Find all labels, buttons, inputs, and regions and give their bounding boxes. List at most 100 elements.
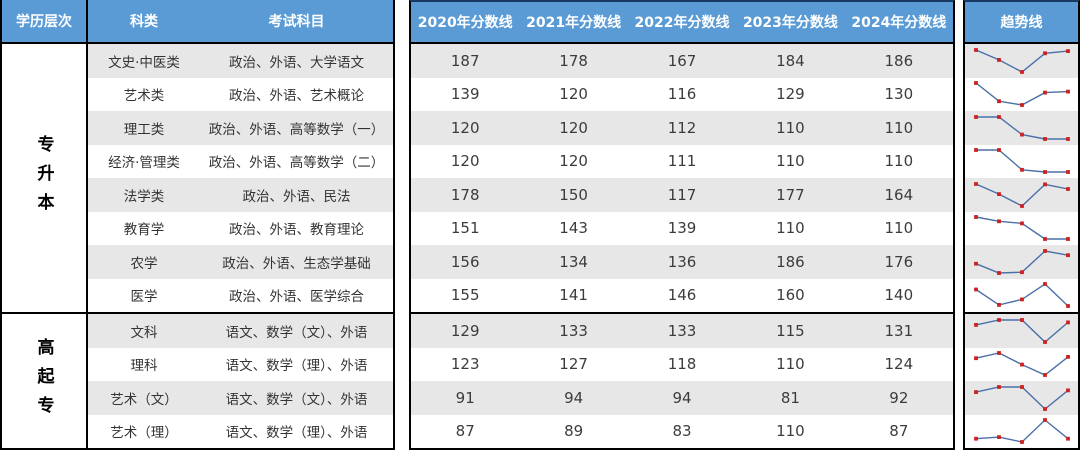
score-cell: 89 xyxy=(564,422,584,441)
score-cell: 120 xyxy=(450,118,480,137)
sparkline-marker xyxy=(973,389,978,394)
subjects-cell: 政治、外语、生态学基础 xyxy=(222,255,371,272)
sparkline-marker xyxy=(973,47,978,52)
sparkline-marker xyxy=(1019,317,1024,322)
score-cell: 110 xyxy=(884,219,914,238)
sparkline-marker xyxy=(973,81,978,86)
category-cell: 医学 xyxy=(130,289,158,306)
score-cell: 178 xyxy=(559,51,588,70)
score-cell: 120 xyxy=(559,152,588,171)
score-cell: 178 xyxy=(450,185,480,204)
score-cell: 146 xyxy=(667,286,697,305)
table-row xyxy=(965,381,1078,415)
score-cell: 150 xyxy=(559,185,588,204)
section-label-zhuanshengben: 专升本 xyxy=(33,134,54,222)
sparkline-cell xyxy=(965,415,1078,449)
sparkline-marker xyxy=(1065,89,1070,94)
category-cell: 文科 xyxy=(130,324,158,341)
table-row: 156 134 136 186 176 xyxy=(411,245,953,279)
score-cell: 81 xyxy=(780,388,800,407)
table-row xyxy=(965,414,1078,449)
sparkline-cell xyxy=(965,44,1078,78)
score-cell: 111 xyxy=(667,152,697,171)
score-cell: 110 xyxy=(776,355,805,374)
sparkline-marker xyxy=(1019,297,1024,302)
subjects-cell: 政治、外语、高等数学（二） xyxy=(208,155,385,172)
trend-sparkline xyxy=(973,181,1070,208)
trend-sparkline xyxy=(973,248,1070,275)
sparkline-marker xyxy=(996,270,1001,275)
sparkline-marker xyxy=(1019,362,1024,367)
col-header-trend: 趋势线 xyxy=(1000,15,1043,31)
table-row: 法学类 政治、外语、民法 xyxy=(88,178,393,212)
sparkline-cell xyxy=(965,348,1078,382)
sparkline-cell xyxy=(965,245,1078,279)
score-cell: 129 xyxy=(776,85,805,104)
table-row: 151 143 139 110 110 xyxy=(411,211,953,245)
category-cell: 艺术类 xyxy=(123,88,165,105)
score-cell: 155 xyxy=(450,286,480,305)
table-row xyxy=(965,278,1078,313)
trend-sparkline xyxy=(973,351,1070,378)
sparkline-marker xyxy=(1065,355,1070,360)
table-row: 文科 语文、数学（文）、外语 xyxy=(88,312,393,348)
subjects-cell: 语文、数学（文）、外语 xyxy=(225,324,368,341)
sparkline-cell xyxy=(965,279,1078,313)
score-cell: 120 xyxy=(450,152,480,171)
trend-sparkline xyxy=(973,47,1070,74)
sparkline-marker xyxy=(1042,237,1047,242)
sparkline-marker xyxy=(1019,103,1024,108)
table-row xyxy=(965,178,1078,212)
sparkline-marker xyxy=(973,148,978,153)
trend-sparkline xyxy=(973,282,1070,309)
category-cell: 理工类 xyxy=(123,121,165,138)
sparkline-marker xyxy=(1065,253,1070,257)
trend-sparkline xyxy=(973,148,1070,175)
category-cell: 理科 xyxy=(130,358,158,375)
score-cell: 140 xyxy=(884,286,914,305)
subjects-cell: 政治、外语、民法 xyxy=(242,188,351,205)
score-cell: 133 xyxy=(667,321,697,340)
score-cell: 186 xyxy=(884,51,914,70)
score-rows: 187 178 167 184 186 139 120 116 129 130 120 120 112 1… xyxy=(411,44,953,448)
score-cell: 164 xyxy=(884,185,914,204)
sparkline-marker xyxy=(996,114,1001,119)
score-cell: 115 xyxy=(776,321,805,340)
score-cell: 139 xyxy=(450,85,480,104)
score-cell: 134 xyxy=(559,252,588,271)
score-cell: 83 xyxy=(672,422,692,441)
sparkline-marker xyxy=(1065,237,1070,242)
sparkline-marker xyxy=(1019,203,1024,208)
table-row: 文史·中医类 政治、外语、大学语文 xyxy=(88,44,393,78)
table-row: 129 133 133 115 131 xyxy=(411,312,953,348)
subjects-cell: 语文、数学（理）、外语 xyxy=(225,425,368,442)
category-cell: 农学 xyxy=(130,255,158,272)
score-cell: 127 xyxy=(559,355,588,374)
block-divider xyxy=(395,0,409,450)
sparkline-marker xyxy=(1065,136,1070,141)
table-row: 91 94 94 81 92 xyxy=(411,381,953,415)
sparkline-marker xyxy=(1042,248,1047,253)
left-table-body: 专升本 高起专 文史·中医类 政治、外语、大学语文 艺术类 政治、外语、艺术概论 理工类… xyxy=(2,44,393,448)
col-header-category: 科类 xyxy=(130,14,158,30)
score-cell: 139 xyxy=(667,219,697,238)
score-cell: 143 xyxy=(559,219,588,238)
sparkline-marker xyxy=(1042,170,1047,175)
col-header-year-2020: 2020年分数线 xyxy=(417,15,513,31)
sparkline-marker xyxy=(1065,170,1070,175)
score-cell: 87 xyxy=(455,422,475,441)
category-subject-rows: 文史·中医类 政治、外语、大学语文 艺术类 政治、外语、艺术概论 理工类 政治、外语、高等… xyxy=(88,44,393,448)
score-cell: 129 xyxy=(450,321,480,340)
sparkline-cell xyxy=(965,111,1078,145)
sparkline-marker xyxy=(1065,437,1070,441)
subjects-cell: 政治、外语、大学语文 xyxy=(229,54,364,71)
sparkline-marker xyxy=(973,437,978,441)
sparkline-marker xyxy=(1042,418,1047,423)
score-cell: 124 xyxy=(884,355,914,374)
col-header-education-level: 学历层次 xyxy=(2,0,88,42)
table-row: 艺术（理） 语文、数学（理）、外语 xyxy=(88,414,393,448)
left-table-block: 学历层次 科类 考试科目 专升本 高起专 文史·中医类 政治、外语、大学语文 艺术类… xyxy=(0,0,395,450)
category-cell: 教育学 xyxy=(123,222,165,239)
score-cell: 110 xyxy=(776,422,805,441)
sparkline-marker xyxy=(973,356,978,361)
